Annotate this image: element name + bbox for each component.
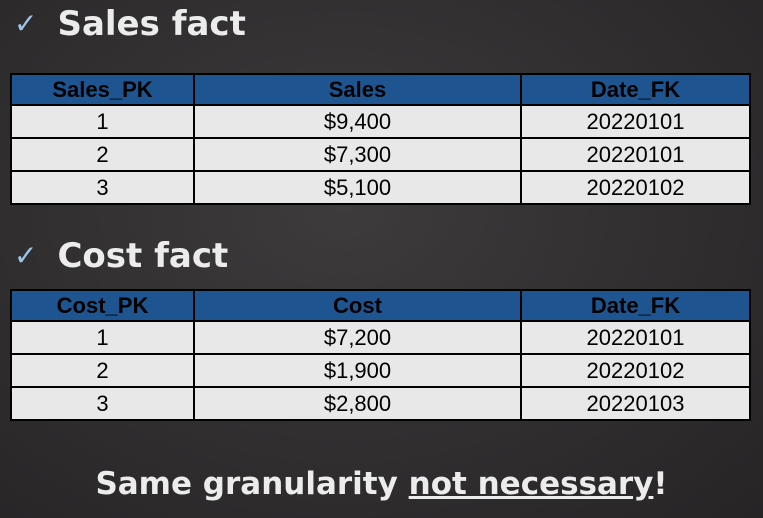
table-cell: 2 [10,353,195,388]
table-cell: 3 [10,386,195,421]
statement-emphasis: not necessary [408,466,654,502]
table-cell: 20220103 [520,386,751,421]
table-row: 1 $7,200 20220101 [10,320,751,355]
table-row: 1 $9,400 20220101 [10,104,751,139]
table-cell: $5,100 [193,170,522,205]
table-header-row: Sales_PK Sales Date_FK [10,73,751,106]
checkmark-icon: ✓ [14,7,38,40]
table-cell: 20220101 [520,137,751,172]
table-cell: 20220102 [520,353,751,388]
table-cell: 3 [10,170,195,205]
sales-fact-title: Sales fact [57,4,246,44]
sales-fact-heading: ✓ Sales fact [14,4,246,44]
column-header: Sales [193,73,522,106]
table-cell: 20220101 [520,320,751,355]
table-cell: 1 [10,320,195,355]
table-cell: 2 [10,137,195,172]
granularity-statement: Same granularity not necessary! [0,466,763,502]
table-cell: $7,200 [193,320,522,355]
column-header: Cost [193,289,522,322]
table-row: 2 $7,300 20220101 [10,137,751,172]
table-cell: $9,400 [193,104,522,139]
cost-fact-title: Cost fact [57,236,229,276]
statement-text: Same granularity [95,466,409,502]
table-cell: $2,800 [193,386,522,421]
cost-fact-table: Cost_PK Cost Date_FK 1 $7,200 20220101 2… [10,289,751,421]
table-row: 3 $5,100 20220102 [10,170,751,205]
column-header: Date_FK [520,73,751,106]
statement-exclamation: ! [653,466,668,502]
sales-fact-table: Sales_PK Sales Date_FK 1 $9,400 20220101… [10,73,751,205]
cost-fact-heading: ✓ Cost fact [14,236,228,276]
table-cell: $7,300 [193,137,522,172]
table-cell: 20220101 [520,104,751,139]
table-cell: 20220102 [520,170,751,205]
table-row: 2 $1,900 20220102 [10,353,751,388]
column-header: Sales_PK [10,73,195,106]
table-cell: $1,900 [193,353,522,388]
column-header: Cost_PK [10,289,195,322]
table-cell: 1 [10,104,195,139]
table-row: 3 $2,800 20220103 [10,386,751,421]
column-header: Date_FK [520,289,751,322]
table-header-row: Cost_PK Cost Date_FK [10,289,751,322]
checkmark-icon: ✓ [14,239,38,272]
